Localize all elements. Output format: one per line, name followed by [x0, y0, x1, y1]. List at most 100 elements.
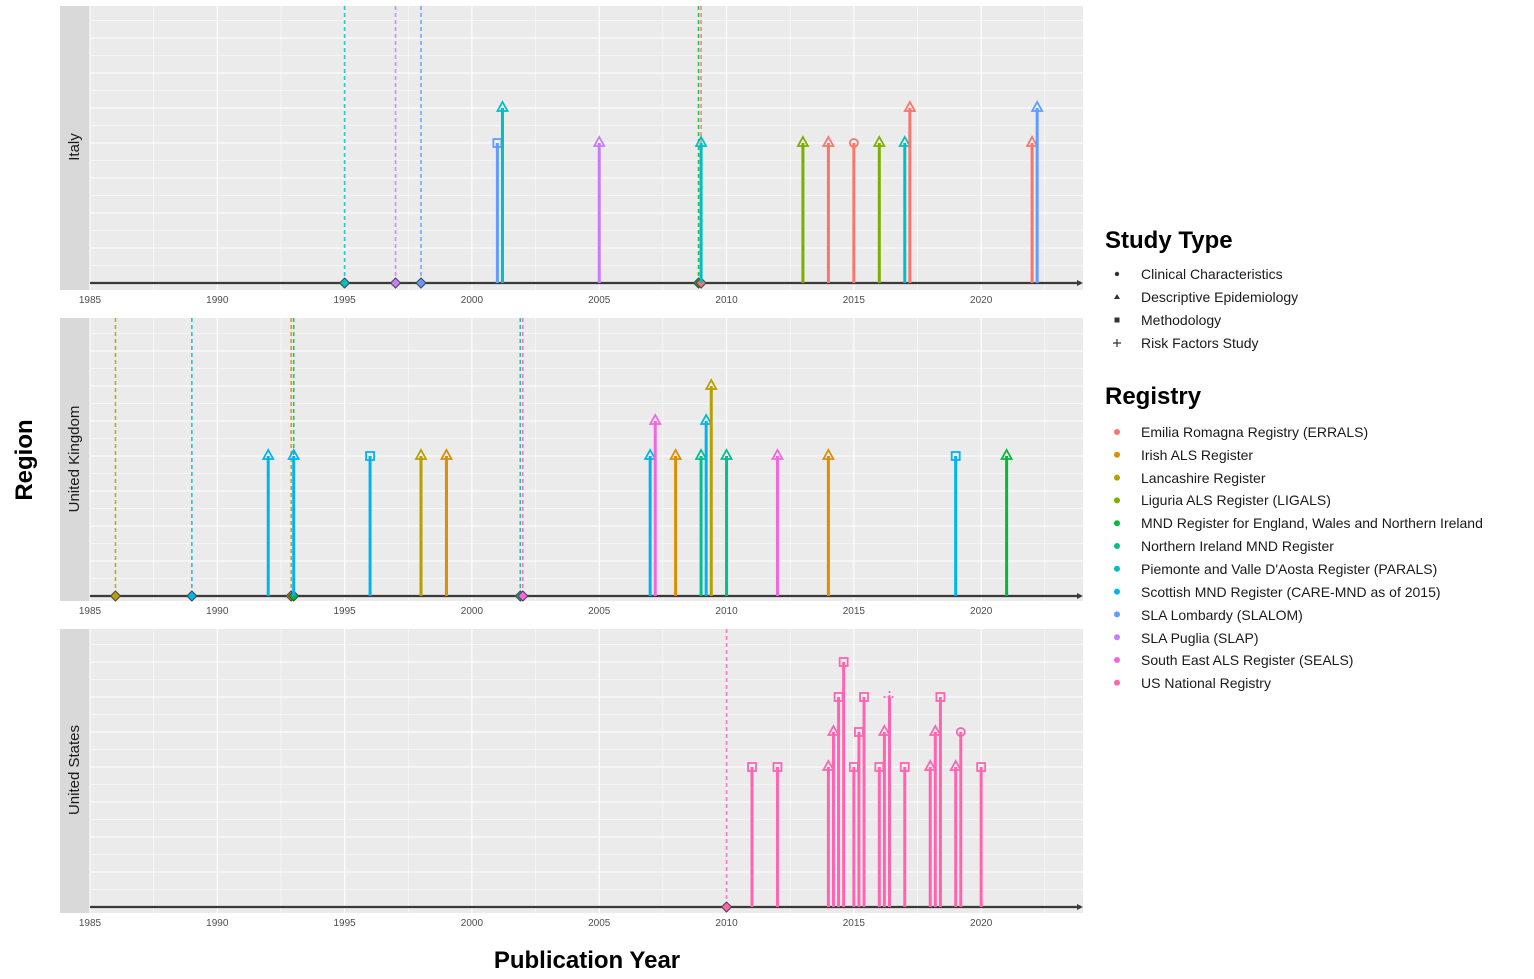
legend-key-color-dot [1114, 634, 1120, 641]
panel-italy [90, 6, 1083, 289]
study-marker-triangle [1030, 100, 1044, 112]
legend-key-color-dot [1114, 679, 1120, 686]
study-type-legend-label: Risk Factors Study [1141, 335, 1258, 351]
study-marker-square [899, 762, 910, 772]
study-marker-triangle [669, 448, 683, 460]
study-marker-triangle [414, 448, 428, 460]
x-axis-title: Publication Year [494, 947, 680, 974]
study-marker-square [747, 762, 757, 772]
study-marker-triangle [694, 135, 708, 147]
study-marker-triangle [928, 724, 942, 736]
x-tick-label: 2020 [970, 295, 993, 306]
panel-strip-italy [60, 6, 90, 290]
x-tick-label: 2010 [715, 606, 738, 617]
legend-key-color-dot [1114, 520, 1120, 527]
registry-start-marker [109, 590, 122, 602]
study-marker-triangle [821, 135, 835, 147]
panel-strip-label-italy: Italy [66, 133, 83, 161]
x-tick-label: 2005 [588, 606, 611, 617]
legend-key-triangle-icon [1114, 294, 1120, 299]
study-marker-square [950, 451, 961, 461]
study-marker-triangle [592, 135, 606, 147]
x-tick-label: 1985 [79, 295, 102, 306]
registry-legend-label: Emilia Romagna Registry (ERRALS) [1141, 424, 1368, 440]
x-tick-label: 1985 [79, 606, 102, 617]
study-type-legend-label: Clinical Characteristics [1141, 266, 1283, 282]
panel-strip-label-united-states: United States [66, 725, 83, 815]
registry-legend-label: US National Registry [1141, 675, 1271, 691]
study-marker-triangle [287, 448, 301, 460]
study-marker-triangle [826, 724, 841, 736]
legend-key-color-dot [1114, 429, 1120, 435]
panel-background-italy [90, 6, 1083, 290]
registry-start-marker [186, 590, 198, 602]
x-tick-label: 2005 [588, 295, 611, 306]
registry-legend-label: Liguria ALS Register (LIGALS) [1141, 492, 1331, 508]
registry-legend-label: Northern Ireland MND Register [1141, 538, 1334, 554]
study-marker-triangle [898, 135, 912, 147]
study-marker-triangle [261, 448, 275, 460]
registry-legend-title: Registry [1105, 383, 1202, 410]
study-marker-square [365, 451, 375, 461]
registry-start-marker [517, 590, 529, 602]
timeline-arrowhead [1077, 593, 1083, 599]
registry-legend-label: MND Register for England, Wales and Nort… [1141, 515, 1483, 531]
panel-backgrounds: 1985 1990 1995 2000 2005 2010 2015 2020 1985 1990… [60, 6, 1083, 929]
legend-key-square-icon [1114, 317, 1120, 323]
panel-strip-united-kingdom [60, 318, 90, 601]
study-marker-square [772, 762, 783, 772]
timeline-arrowhead [1077, 904, 1083, 910]
study-marker-triangle [648, 413, 662, 425]
panel-united-states [90, 629, 1083, 913]
x-tick-label: 2010 [715, 918, 738, 929]
study-marker-triangle [949, 759, 963, 771]
study-marker-square [976, 762, 987, 772]
registry-legend-label: Lancashire Register [1141, 470, 1266, 486]
study-marker-triangle [704, 378, 718, 390]
study-marker-triangle [643, 448, 657, 460]
timeline-arrowhead [1077, 280, 1083, 286]
panel-united-kingdom [90, 318, 1083, 602]
panel-strip-united-states [60, 629, 90, 913]
study-marker-circle [955, 727, 966, 737]
study-type-legend-title: Study Type [1105, 227, 1233, 254]
y-axis-title: Region [11, 419, 38, 500]
x-tick-label: 1985 [79, 918, 102, 929]
x-tick-label: 2010 [715, 295, 738, 306]
legend-key-color-dot [1114, 611, 1120, 618]
study-marker-triangle [495, 100, 510, 112]
study-marker-triangle [1025, 135, 1039, 147]
study-marker-square [859, 692, 869, 702]
study-marker-triangle [821, 759, 835, 771]
panel-strip-label-united-kingdom: United Kingdom [66, 406, 83, 513]
x-tick-label: 1990 [206, 606, 229, 617]
study-marker-triangle [699, 413, 713, 425]
legend-key-color-dot [1114, 543, 1120, 549]
x-tick-label: 2015 [843, 918, 866, 929]
legend-key-plus-icon [1113, 339, 1121, 347]
legend-key-circle-icon [1114, 271, 1120, 277]
study-marker-triangle [1000, 448, 1014, 460]
legend-key-color-dot [1114, 451, 1120, 458]
study-marker-triangle [903, 100, 917, 112]
study-marker-triangle [821, 448, 835, 460]
registry-legend-label: Piemonte and Valle D'Aosta Register (PAR… [1141, 561, 1437, 577]
x-tick-label: 2020 [970, 918, 993, 929]
study-marker-triangle [694, 448, 708, 460]
x-tick-label: 2000 [461, 918, 484, 929]
x-tick-label: 1995 [333, 295, 356, 306]
x-tick-label: 2000 [461, 606, 484, 617]
study-marker-triangle [796, 135, 810, 147]
study-marker-triangle [720, 448, 734, 460]
x-tick-label: 2005 [588, 918, 611, 929]
x-tick-label: 1990 [206, 918, 229, 929]
legend-key-color-dot [1114, 588, 1120, 595]
x-tick-label: 2015 [843, 606, 866, 617]
x-tick-label: 2015 [843, 295, 866, 306]
study-type-legend-label: Methodology [1141, 312, 1221, 328]
study-marker-triangle [439, 448, 453, 460]
registry-legend-label: SLA Puglia (SLAP) [1141, 630, 1259, 646]
panel-background-united-kingdom [90, 318, 1083, 601]
